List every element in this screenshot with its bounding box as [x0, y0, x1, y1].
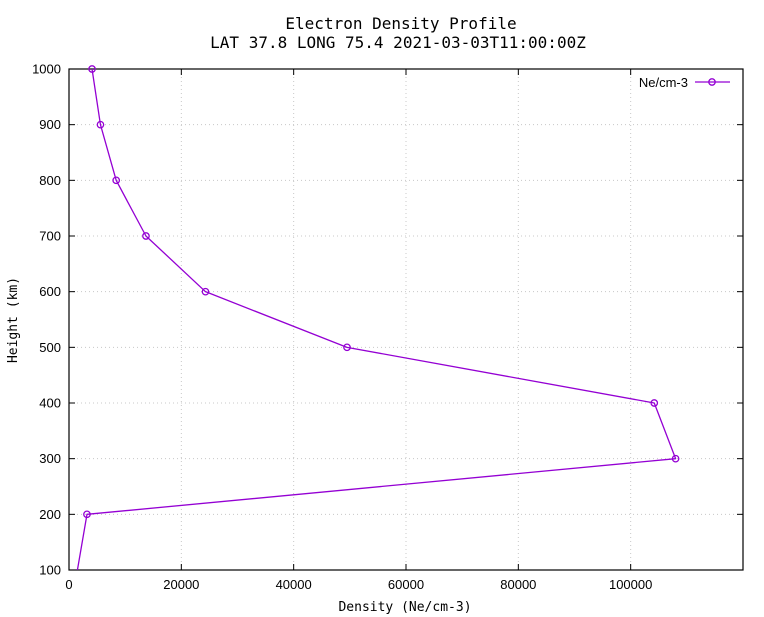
y-tick-label: 700: [39, 229, 61, 244]
series-layer: [76, 65, 680, 571]
series-line: [76, 68, 677, 571]
y-tick-label: 500: [39, 340, 61, 355]
data-point: [343, 343, 351, 352]
data-point: [142, 232, 150, 240]
plot-frame: [68, 68, 744, 571]
data-point: [112, 176, 121, 185]
chart-title-line-2: LAT 37.8 LONG 75.4 2021-03-03T11:00:00Z: [210, 33, 586, 52]
x-tick-label: 0: [65, 577, 72, 592]
data-point: [650, 399, 659, 407]
y-axis-label: Height (km): [6, 277, 21, 363]
axis-ticks: 0 20000 40000 60000 80000 100000 100 200 300 400 5…: [32, 62, 743, 592]
y-tick-label: 200: [39, 507, 61, 522]
y-tick-label: 900: [39, 117, 61, 132]
legend-label: Ne/cm-3: [639, 75, 688, 90]
y-tick-label: 1000: [32, 62, 61, 77]
data-point: [201, 287, 210, 296]
x-tick-label: 20000: [163, 577, 199, 592]
data-point: [83, 510, 91, 519]
y-tick-label: 100: [39, 563, 61, 578]
chart-title-line-1: Electron Density Profile: [285, 14, 516, 33]
y-tick-label: 300: [39, 451, 61, 466]
y-tick-label: 400: [39, 396, 61, 411]
x-tick-label: 80000: [500, 577, 536, 592]
y-tick-label: 600: [39, 284, 61, 299]
data-point: [671, 454, 680, 463]
data-point: [96, 120, 105, 129]
x-tick-label: 40000: [276, 577, 312, 592]
y-tick-label: 800: [39, 173, 61, 188]
grid: [69, 69, 743, 570]
legend: Ne/cm-3: [639, 75, 730, 90]
x-tick-label: 100000: [609, 577, 652, 592]
data-point: [88, 65, 96, 73]
x-tick-label: 60000: [388, 577, 424, 592]
legend-marker: [708, 78, 716, 86]
x-axis-label: Density (Ne/cm-3): [338, 600, 471, 615]
